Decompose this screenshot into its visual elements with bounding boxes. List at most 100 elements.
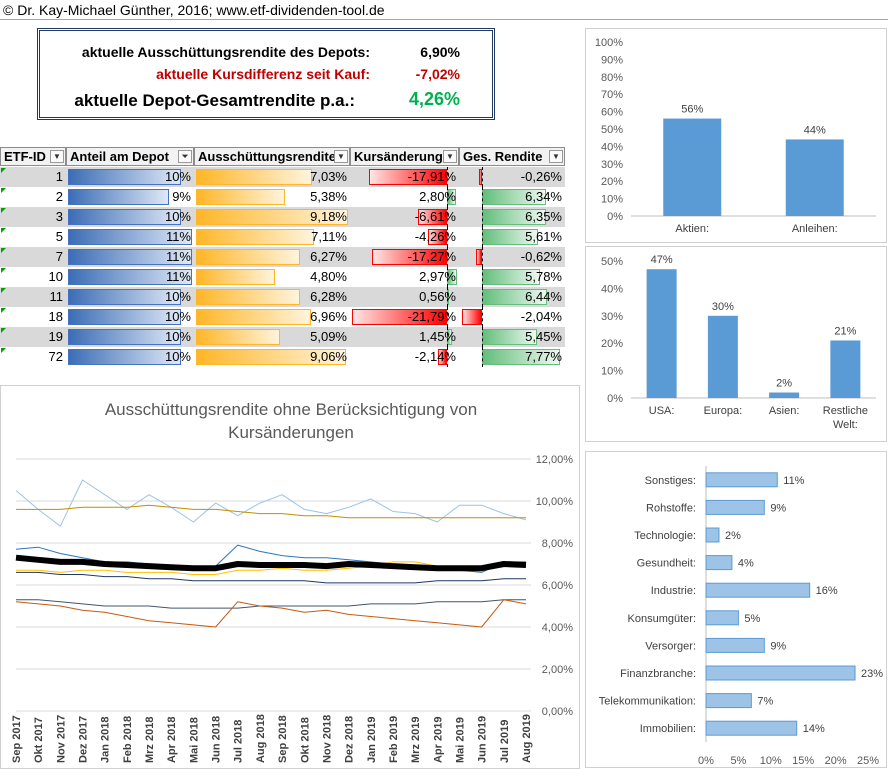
- bar: [707, 315, 738, 398]
- series-line: [16, 571, 526, 584]
- table-row[interactable]: 10 11% 4,80% 2,97% 5,78%: [0, 267, 565, 287]
- filter-dropdown-icon[interactable]: ▼: [443, 150, 457, 163]
- kurs-cell: -17,27%: [407, 249, 456, 264]
- anteil-cell: 10%: [164, 329, 191, 344]
- table-row[interactable]: 11 10% 6,28% 0,56% 6,44%: [0, 287, 565, 307]
- anteil-cell: 11%: [165, 229, 191, 244]
- copyright-header: © Dr. Kay-Michael Günther, 2016; www.etf…: [0, 0, 888, 20]
- series-line: [16, 504, 526, 519]
- table-row[interactable]: 1 10% 7,03% -17,91% -0,26%: [0, 167, 565, 187]
- category-label: Europa:: [704, 405, 743, 417]
- kurs-databar: [371, 249, 447, 265]
- data-label: 7%: [757, 696, 773, 708]
- y-tick-label: 12,00%: [536, 454, 574, 466]
- col-header-label: Kursänderung: [354, 149, 443, 164]
- total-return-value: 4,26%: [408, 89, 460, 109]
- y-tick-label: 0%: [607, 393, 623, 405]
- ausschuettung-cell: 6,28%: [310, 289, 347, 304]
- bar: [705, 720, 798, 736]
- y-tick-label: 2,00%: [542, 664, 573, 676]
- kurs-axis-line: [447, 327, 448, 347]
- ges-databar: [479, 169, 482, 185]
- kurs-databar: [428, 229, 447, 245]
- col-header-ges-rendite[interactable]: Ges. Rendite ▼: [459, 147, 565, 166]
- x-tick-label: Jul 2019: [499, 720, 511, 763]
- filter-active-icon[interactable]: ⏷: [178, 150, 192, 163]
- col-header-etf-id[interactable]: ETF-ID ▼: [0, 147, 66, 166]
- bar: [646, 269, 677, 398]
- bar: [705, 499, 765, 515]
- table-row[interactable]: 18 10% 6,96% -21,79% -2,04%: [0, 307, 565, 327]
- region-chart: 0% 10% 20% 30% 40% 50% 47% USA: 30% Europa: 2% Asie…: [585, 246, 887, 442]
- y-tick-label: 80%: [601, 72, 623, 84]
- cell-marker-icon: [1, 328, 6, 333]
- bar: [705, 665, 856, 681]
- ausschuettung-cell: 9,06%: [310, 349, 347, 364]
- kurs-axis-line: [447, 307, 448, 327]
- bar: [769, 392, 800, 398]
- anteil-cell: 10%: [164, 349, 191, 364]
- ausschuettung-databar: [196, 349, 346, 365]
- series-line: [15, 554, 527, 572]
- data-label: 4%: [738, 558, 754, 570]
- ges-rendite-cell: -2,04%: [520, 309, 562, 324]
- kurs-axis-line: [447, 167, 448, 187]
- anteil-databar: [68, 189, 170, 205]
- cell-marker-icon: [1, 348, 6, 353]
- x-tick-label: Okt 2018: [299, 717, 311, 763]
- category-label: Asien:: [769, 405, 800, 417]
- series-line: [15, 599, 527, 628]
- table-row[interactable]: 5 11% 7,11% -4,26% 5,61%: [0, 227, 565, 247]
- anteil-cell: 10%: [164, 169, 191, 184]
- category-label: USA:: [649, 405, 675, 417]
- ges-axis-line: [482, 347, 483, 367]
- filter-dropdown-icon[interactable]: ▼: [549, 150, 563, 163]
- table-row[interactable]: 19 10% 5,09% 1,45% 5,45%: [0, 327, 565, 347]
- ges-axis-line: [482, 167, 483, 187]
- ges-rendite-cell: 5,45%: [525, 329, 562, 344]
- kurs-axis-line: [447, 227, 448, 247]
- ges-axis-line: [482, 307, 483, 327]
- ausschuettung-databar: [196, 229, 314, 245]
- cell-marker-icon: [1, 208, 6, 213]
- total-return-label: aktuelle Depot-Gesamtrendite p.a.:: [74, 91, 355, 110]
- col-header-anteil[interactable]: Anteil am Depot ⏷: [66, 147, 194, 166]
- data-label: 56%: [681, 104, 703, 116]
- etf-id-cell: 18: [0, 307, 66, 327]
- y-tick-label: 90%: [601, 54, 623, 66]
- y-tick-label: 10%: [601, 366, 623, 378]
- table-row[interactable]: 7 11% 6,27% -17,27% -0,62%: [0, 247, 565, 267]
- table-row[interactable]: 3 10% 9,18% -6,61% 6,35%: [0, 207, 565, 227]
- y-tick-label: 6,00%: [542, 580, 573, 592]
- etf-id-cell: 72: [0, 347, 66, 367]
- bar: [705, 582, 811, 598]
- anteil-cell: 9%: [172, 189, 191, 204]
- ges-axis-line: [482, 327, 483, 347]
- filter-dropdown-icon[interactable]: ▼: [50, 150, 64, 163]
- line-chart-svg: 0,00% 2,00% 4,00% 6,00% 8,00% 10,00% 12,00% Sep…: [11, 454, 574, 763]
- y-tick-label: 0%: [607, 211, 623, 223]
- table-row[interactable]: 72 10% 9,06% -2,14% 7,77%: [0, 347, 565, 367]
- table-row[interactable]: 2 9% 5,38% 2,80% 6,34%: [0, 187, 565, 207]
- x-tick-label: 10%: [760, 755, 782, 767]
- x-tick-label: Nov 2018: [321, 715, 333, 763]
- col-header-kursaenderung[interactable]: Kursänderung ▼: [350, 147, 459, 166]
- dividend-value: 6,90%: [420, 44, 460, 60]
- price-change-value: -7,02%: [415, 66, 460, 82]
- summary-box: aktuelle Ausschüttungsrendite des Depots…: [37, 28, 495, 120]
- x-tick-label: Mrz 2018: [144, 717, 156, 763]
- x-tick-label: Mai 2019: [454, 717, 466, 763]
- filter-dropdown-icon[interactable]: ▼: [334, 150, 348, 163]
- kurs-axis-line: [447, 207, 448, 227]
- cell-marker-icon: [1, 248, 6, 253]
- cell-marker-icon: [1, 168, 6, 173]
- col-header-label: Anteil am Depot: [70, 149, 169, 164]
- ges-axis-line: [482, 287, 483, 307]
- ausschuettung-cell: 6,27%: [310, 249, 347, 264]
- anteil-databar: [68, 289, 181, 305]
- col-header-ausschuettung[interactable]: Ausschüttungsrendite ▼: [194, 147, 350, 166]
- x-tick-label: Mai 2018: [188, 717, 200, 763]
- y-tick-label: 70%: [601, 89, 623, 101]
- series-line: [15, 479, 527, 527]
- data-label: 5%: [744, 613, 760, 625]
